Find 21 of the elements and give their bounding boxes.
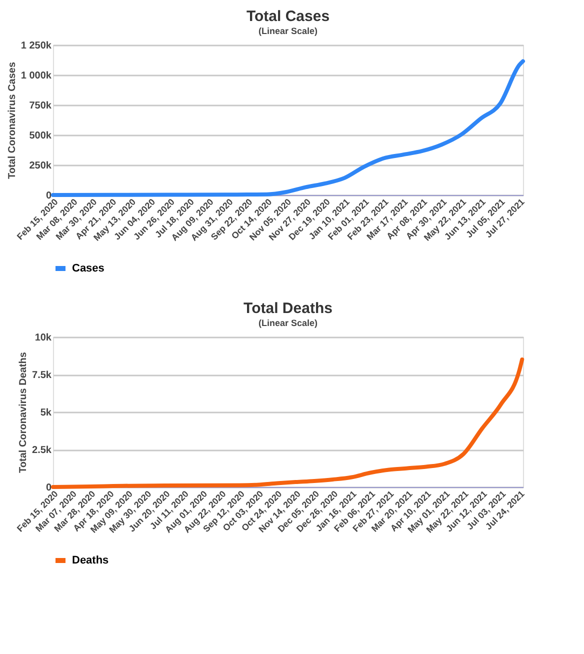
y-tick-label: 0: [46, 482, 52, 494]
y-tick-label: 750k: [29, 100, 52, 112]
y-tick-label: 1 250k: [20, 40, 52, 52]
chart-title: Total Deaths: [244, 300, 332, 317]
chart-title: Total Cases: [246, 8, 330, 25]
y-tick-label: 2.5k: [32, 445, 52, 456]
y-tick-label: 0: [46, 190, 52, 202]
y-tick-label: 1 000k: [20, 70, 52, 82]
line-series: [51, 358, 524, 489]
y-tick-label: 5k: [40, 408, 52, 418]
y-tick-label: 500k: [29, 130, 52, 142]
chart-subtitle: (Linear Scale): [258, 26, 318, 36]
y-axis-title: Total Coronavirus Deaths: [18, 352, 30, 473]
line-series: [51, 59, 525, 197]
y-tick-label: 10k: [34, 332, 52, 344]
legend-label: Cases: [72, 262, 104, 274]
y-axis-title: Total Coronavirus Cases: [6, 62, 18, 180]
y-tick-label: 250k: [29, 160, 52, 172]
y-tick-label: 7.5k: [32, 370, 52, 381]
chart-subtitle: (Linear Scale): [258, 318, 318, 328]
legend-label: Deaths: [72, 554, 109, 566]
